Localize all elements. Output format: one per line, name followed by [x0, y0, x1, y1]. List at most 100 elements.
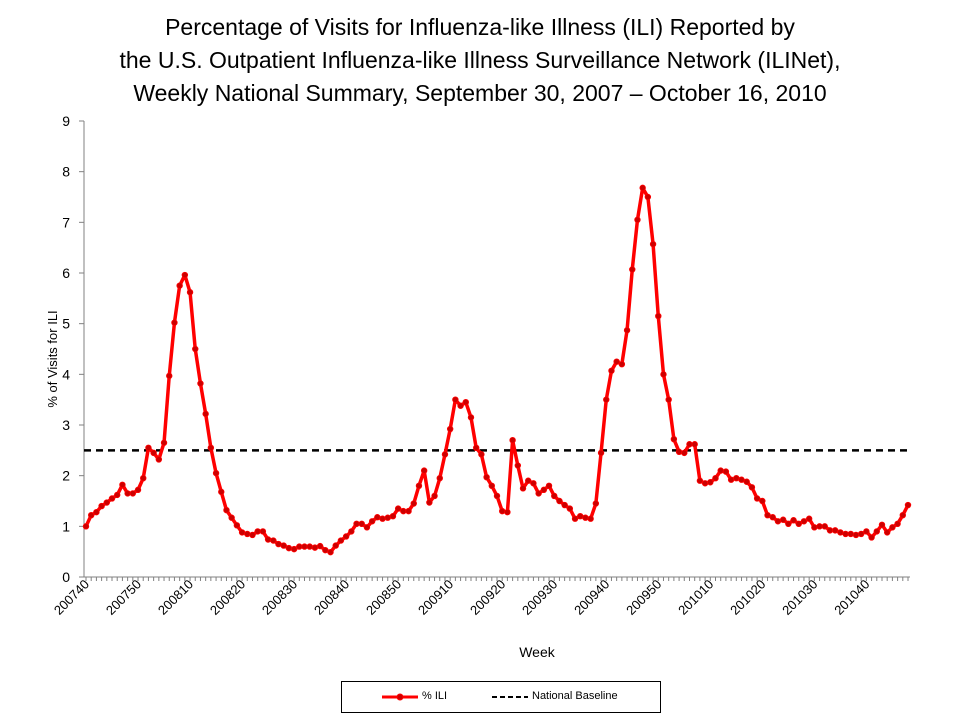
ili-data-point	[904, 501, 912, 509]
ili-data-point	[348, 528, 355, 535]
ili-data-point	[785, 520, 792, 527]
ili-data-point	[171, 319, 178, 326]
ili-data-point	[805, 515, 813, 522]
ili-data-point	[634, 216, 641, 223]
ili-data-point	[181, 271, 189, 279]
ili-data-point	[467, 414, 475, 421]
ili-data-point	[774, 518, 782, 525]
ili-data-point	[707, 479, 714, 486]
ili-data-point	[249, 531, 256, 539]
ili-data-point	[478, 451, 485, 458]
ili-data-point	[228, 514, 235, 521]
ili-data-point	[681, 449, 688, 457]
ili-data-point	[400, 507, 407, 515]
ili-data-point	[462, 399, 469, 406]
legend-swatches	[382, 693, 528, 701]
legend-ili-label: % ILI	[422, 690, 448, 702]
ili-data-point	[795, 520, 802, 527]
x-tick-label: 200830	[259, 577, 300, 618]
ili-data-point	[166, 372, 173, 380]
ili-data-point	[868, 534, 875, 541]
ili-data-point	[155, 456, 163, 463]
y-tick-label: 3	[62, 417, 70, 433]
y-tick-label: 1	[62, 518, 70, 534]
ili-data-point	[420, 467, 428, 474]
ili-data-point	[493, 492, 501, 500]
ili-data-point	[587, 515, 594, 522]
ili-data-point	[499, 507, 506, 515]
ili-data-point	[889, 524, 896, 531]
ili-data-point	[275, 540, 282, 548]
ili-data-point	[603, 396, 610, 403]
x-tick-label: 200750	[103, 577, 144, 618]
ili-data-point	[644, 193, 652, 201]
ili-data-point	[857, 530, 865, 538]
x-tick-label: 200810	[155, 577, 196, 618]
ili-data-point	[176, 282, 183, 289]
ili-data-point	[753, 495, 761, 502]
y-tick-label: 8	[62, 164, 70, 180]
ili-data-point	[551, 492, 558, 500]
ili-data-point	[504, 508, 511, 516]
ili-data-point	[441, 451, 449, 458]
ili-data-point	[582, 514, 589, 521]
ili-data-point	[394, 505, 402, 512]
ili-data-point	[561, 501, 568, 509]
y-tick-label: 2	[62, 468, 70, 484]
ili-data-point	[316, 542, 324, 550]
ili-data-point	[675, 448, 683, 456]
ili-data-point	[519, 485, 527, 492]
ili-data-point	[452, 396, 459, 403]
ili-data-point	[134, 486, 142, 494]
ili-data-point	[98, 502, 105, 510]
ili-data-point	[816, 523, 823, 530]
ili-data-point	[831, 527, 839, 534]
ili-data-point	[894, 520, 901, 527]
ili-data-point	[405, 507, 412, 515]
ili-data-point	[457, 402, 464, 409]
ili-data-point	[332, 542, 339, 549]
x-tick-label: 200950	[623, 577, 664, 618]
y-tick-label: 9	[62, 113, 70, 129]
x-tick-label: 200920	[467, 577, 508, 618]
legend: % ILI National Baseline	[341, 681, 661, 713]
ili-data-point	[665, 396, 672, 403]
ili-data-point	[301, 543, 308, 550]
x-tick-label: 201040	[831, 577, 872, 618]
y-tick-label: 4	[62, 366, 70, 382]
x-tick-label: 200940	[571, 577, 612, 618]
ili-data-point	[545, 482, 553, 489]
ili-data-point	[374, 514, 381, 521]
ili-data-point	[150, 449, 157, 457]
x-axis-title: Week	[519, 644, 556, 660]
ili-data-point	[259, 528, 267, 535]
x-tick-label: 200740	[51, 577, 92, 618]
ili-data-point	[509, 437, 516, 444]
ili-data-point	[691, 441, 698, 448]
ili-data-point	[696, 477, 704, 484]
ili-data-point	[540, 486, 548, 494]
ili-data-point	[618, 361, 626, 368]
ili-data-point	[571, 515, 579, 522]
x-tick-label: 201020	[727, 577, 768, 618]
ili-data-point	[883, 529, 891, 536]
x-tick-label: 201010	[675, 577, 716, 618]
ili-data-point	[114, 491, 121, 499]
ili-data-point	[363, 524, 371, 531]
x-tick-label: 200840	[311, 577, 352, 618]
ili-data-point	[566, 505, 574, 512]
ili-data-point	[306, 543, 313, 550]
ili-data-point	[337, 537, 345, 544]
ili-data-point	[140, 475, 147, 482]
ili-data-point	[660, 371, 667, 378]
ili-data-point	[186, 289, 194, 296]
x-tick-label: 200820	[207, 577, 248, 618]
ili-data-point	[129, 490, 137, 497]
ili-data-point	[743, 478, 750, 485]
ili-data-point	[779, 516, 787, 523]
ili-data-point	[769, 514, 776, 521]
x-tick-label: 200930	[519, 577, 560, 618]
ili-data-point	[389, 513, 397, 520]
ili-data-point	[415, 482, 423, 489]
